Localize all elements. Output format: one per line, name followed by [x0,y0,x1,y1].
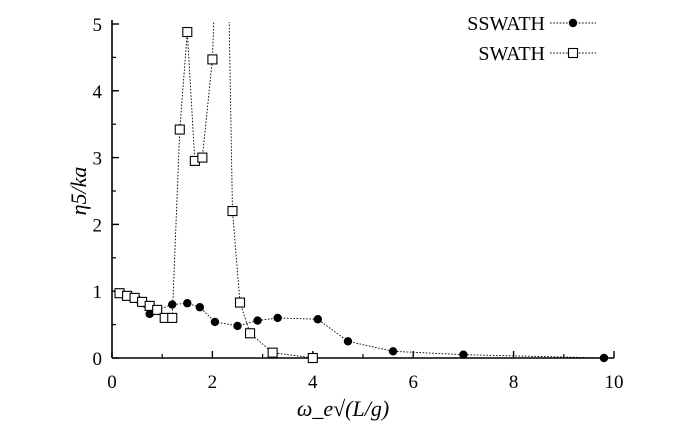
point-sswath [210,317,220,327]
y-tick-label: 4 [93,82,103,103]
point-sswath [599,353,609,363]
point-sswath [459,350,468,359]
point-swath [267,347,278,358]
point-sswath [145,309,154,319]
y-tick-label: 3 [93,149,103,170]
x-tick-label: 2 [208,372,218,393]
point-sswath [195,303,205,312]
y-tick-label: 2 [93,215,103,236]
point-swath [197,152,208,163]
point-swath [234,297,246,308]
y-tick-label: 0 [93,349,103,370]
point-swath [227,205,238,217]
point-swath [174,124,185,135]
point-swath [152,304,163,315]
point-swath [307,352,318,364]
tick-labels: 0 2 4 6 8 10 0 1 2 3 4 5 [93,15,624,393]
marker-layer [114,26,609,364]
x-tick-label: 10 [605,372,624,393]
point-sswath [343,337,353,346]
y-tick-label: 5 [93,15,103,36]
ticks [111,23,615,359]
point-swath [207,54,218,65]
point-sswath [313,315,323,324]
legend: SSWATH SWATH [467,13,596,65]
x-tick-label: 8 [509,372,519,393]
legend-label-sswath: SSWATH [467,13,545,35]
point-sswath [253,316,262,325]
point-sswath [183,299,192,308]
y-tick-label: 1 [93,282,103,303]
x-axis-title: ω_e√(L/g) [297,396,389,421]
point-sswath [233,321,242,331]
point-sswath [273,313,282,323]
point-sswath [168,300,177,309]
legend-label-swath: SWATH [478,43,545,65]
point-swath [182,26,193,38]
point-swath [167,312,178,323]
y-axis-title: η5/ka [66,167,91,216]
x-tick-label: 6 [408,372,418,393]
series-line-sswath [121,293,604,358]
point-sswath [388,347,398,356]
legend-marker-sswath [568,18,578,28]
legend-marker-swath [567,47,579,59]
x-tick-label: 4 [308,372,318,393]
point-swath [245,328,256,339]
x-tick-label: 0 [107,372,117,393]
